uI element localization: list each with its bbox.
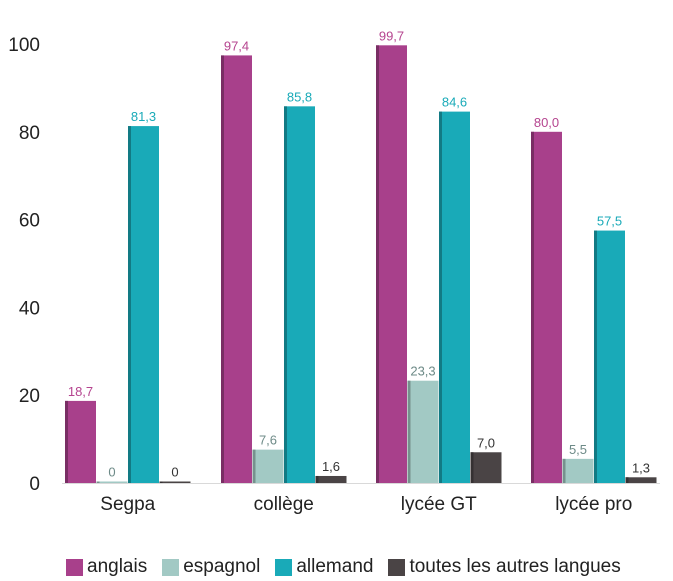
legend-item: toutes les autres langues — [388, 556, 621, 578]
data-label: 0 — [108, 465, 115, 480]
legend-item: anglais — [66, 556, 147, 578]
bar-edge — [284, 106, 287, 483]
data-label: 99,7 — [379, 28, 404, 43]
bar-espagnol-2 — [407, 380, 439, 483]
data-label: 57,5 — [597, 214, 622, 229]
bar-edge — [470, 452, 474, 483]
category-label: lycée GT — [401, 494, 477, 515]
y-tick-label: 80 — [19, 123, 40, 144]
bar-edge — [159, 481, 163, 483]
bar-toutes-les-autres-langues-3 — [625, 477, 657, 483]
y-tick-label: 0 — [29, 474, 40, 495]
bar-edge — [65, 400, 68, 483]
bar-edge — [315, 475, 319, 483]
data-label: 81,3 — [131, 109, 156, 124]
data-label: 1,6 — [322, 459, 340, 474]
bar-edge — [96, 481, 100, 483]
data-label: 0 — [171, 465, 178, 480]
legend-label: allemand — [296, 556, 374, 577]
bar-edge — [221, 55, 224, 483]
bar-allemand-1 — [284, 106, 315, 483]
data-label: 23,3 — [410, 364, 435, 379]
bar-toutes-les-autres-langues-0 — [159, 481, 191, 483]
bar-anglais-3 — [531, 131, 562, 484]
legend-swatch — [66, 558, 83, 576]
bar-espagnol-3 — [562, 458, 594, 483]
bar-toutes-les-autres-langues-2 — [470, 452, 502, 483]
y-axis: 0 20 40 60 80 100 — [8, 35, 40, 495]
bar-edge — [531, 131, 534, 484]
data-label: 85,8 — [287, 89, 312, 104]
category-label: Segpa — [100, 494, 155, 515]
bar-edge — [439, 111, 442, 483]
bar-chart: 0 20 40 60 80 100 18,7 0 81,3 0 97,4 7,6 85,8 1,6 99,… — [8, 28, 660, 515]
bar-anglais-1 — [221, 55, 252, 483]
data-label: 1,3 — [632, 460, 650, 475]
bar-edge — [625, 477, 629, 483]
bar-anglais-0 — [65, 400, 96, 483]
bar-edge — [128, 126, 131, 483]
category-label: collège — [254, 494, 314, 515]
x-axis: Segpa collège lycée GT lycée pro — [62, 483, 660, 515]
bar-edge — [594, 230, 597, 483]
bar-allemand-2 — [439, 111, 470, 483]
data-label: 7,6 — [259, 433, 277, 448]
legend-swatch — [275, 558, 293, 576]
category-label: lycée pro — [555, 494, 632, 515]
data-label: 84,6 — [442, 95, 467, 110]
bar-edge — [407, 380, 411, 483]
bar-espagnol-1 — [252, 449, 284, 483]
y-tick-label: 40 — [19, 298, 40, 319]
legend-item: allemand — [275, 556, 373, 578]
legend-label: espagnol — [183, 556, 261, 577]
data-label: 7,0 — [477, 435, 495, 450]
bar-edge — [376, 45, 379, 483]
y-tick-label: 100 — [8, 35, 40, 56]
bar-allemand-3 — [594, 230, 625, 483]
bar-edge — [562, 458, 566, 483]
bar-anglais-2 — [376, 45, 407, 483]
legend-swatch — [162, 558, 180, 576]
legend: anglais espagnol allemand toutes les autres… — [66, 556, 621, 578]
bar-allemand-0 — [128, 126, 159, 483]
legend-swatch — [388, 558, 406, 576]
bar-espagnol-0 — [96, 481, 128, 483]
bar-edge — [252, 449, 256, 483]
bar-toutes-les-autres-langues-1 — [315, 475, 347, 483]
bars: 18,7 0 81,3 0 97,4 7,6 85,8 1,6 99,7 23,3 84,6 7,0 8… — [65, 28, 657, 484]
data-label: 97,4 — [224, 38, 249, 53]
legend-item: espagnol — [162, 556, 260, 578]
data-label: 18,7 — [68, 384, 93, 399]
data-label: 80,0 — [534, 115, 559, 130]
y-tick-label: 60 — [19, 211, 40, 232]
data-label: 5,5 — [569, 442, 587, 457]
legend-label: toutes les autres langues — [409, 556, 621, 577]
y-tick-label: 20 — [19, 386, 40, 407]
legend-label: anglais — [87, 556, 148, 577]
